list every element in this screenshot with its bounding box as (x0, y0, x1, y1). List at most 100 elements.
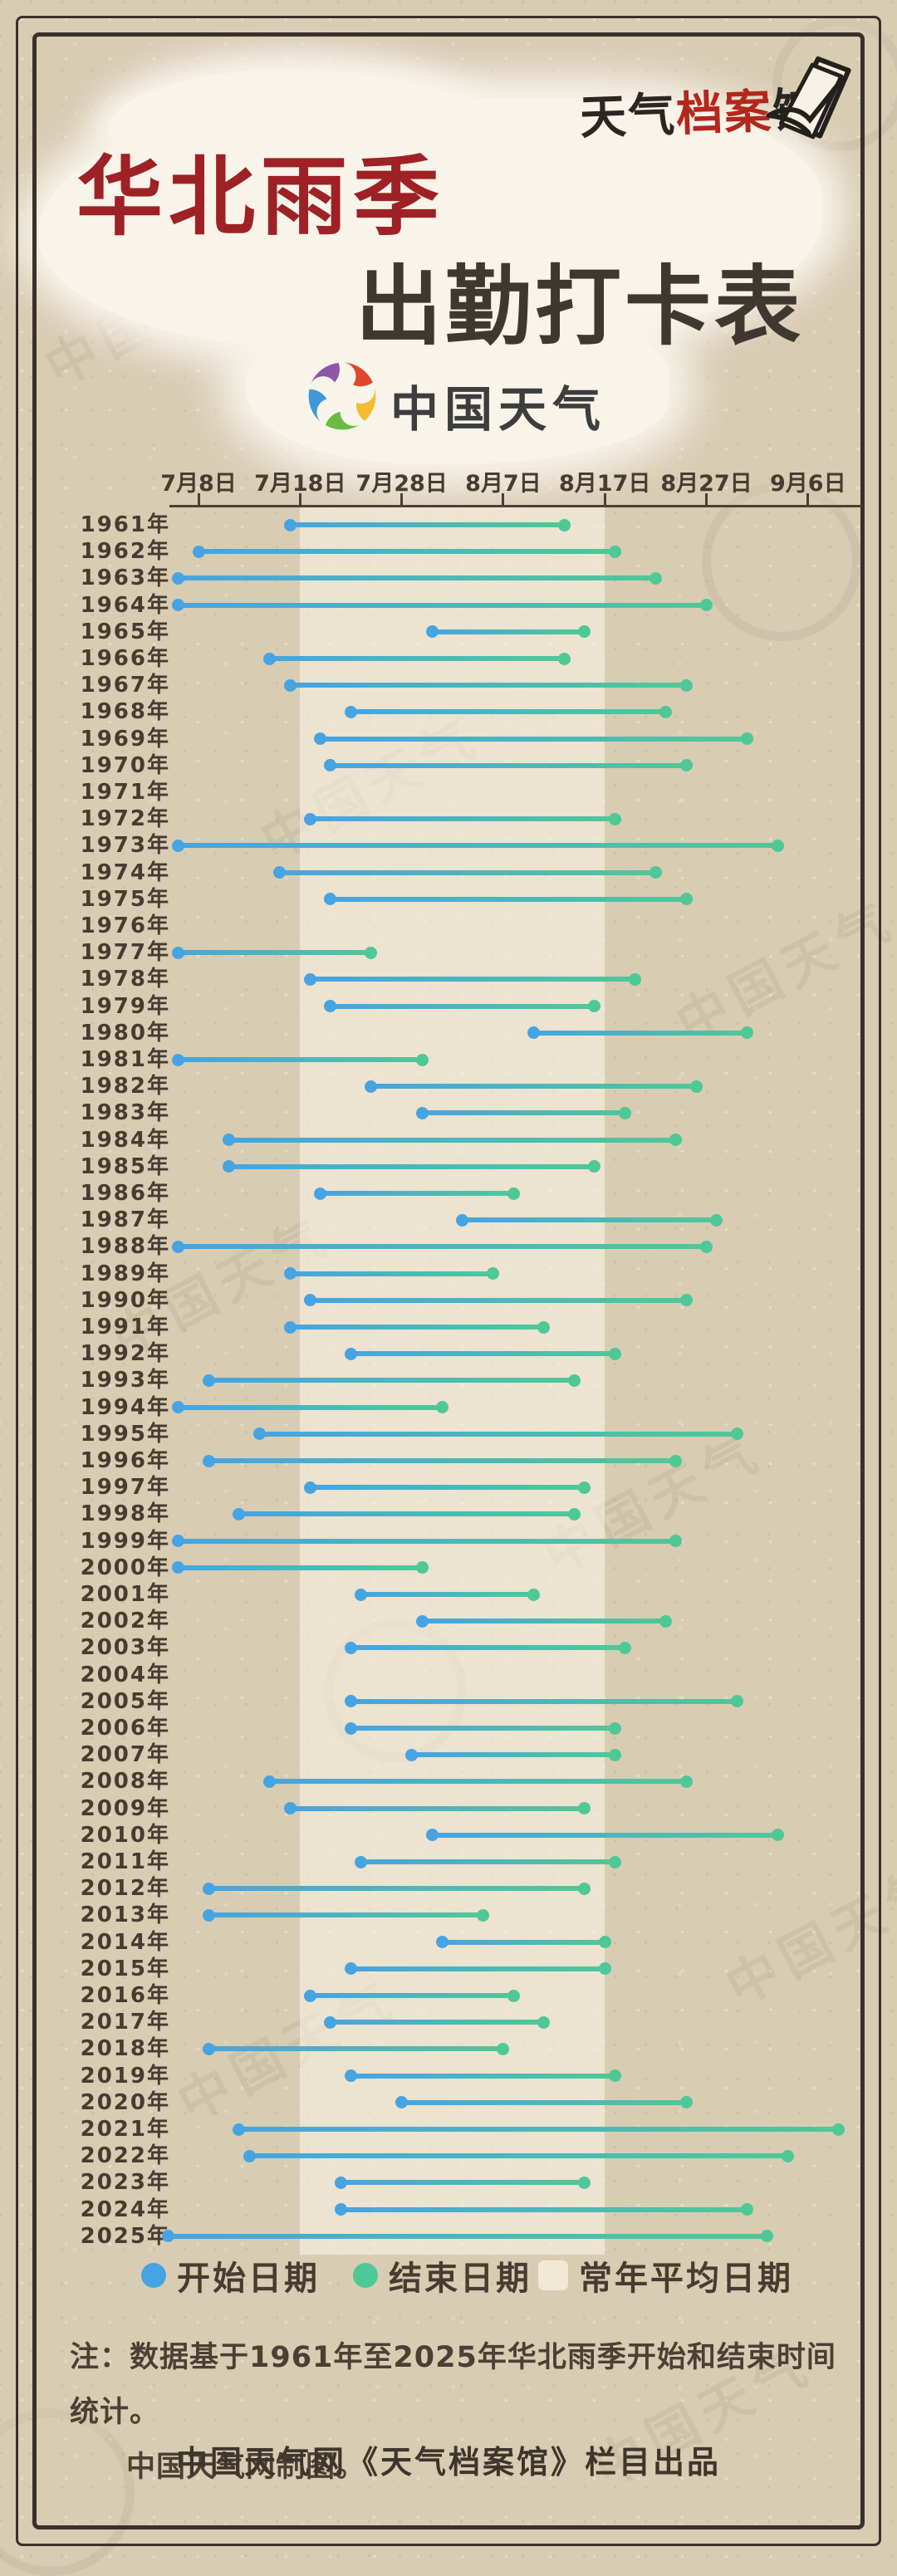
season-bar (432, 629, 585, 634)
end-date-dot-icon (353, 2263, 378, 2288)
end-date-dot (669, 1134, 683, 1147)
season-bar (199, 549, 615, 555)
season-bar (208, 1912, 483, 1918)
end-date-dot (527, 1588, 541, 1601)
season-bar (269, 1779, 687, 1785)
season-bar (341, 2206, 748, 2212)
year-label: 1966年 (80, 646, 170, 671)
season-bar (350, 1966, 605, 1971)
start-date-dot (436, 1936, 449, 1949)
end-date-dot (740, 1026, 753, 1040)
end-date-dot (537, 2015, 551, 2029)
season-bar (178, 950, 371, 956)
end-date-dot (578, 1802, 591, 1815)
year-label: 1974年 (80, 859, 170, 885)
year-label: 1995年 (80, 1421, 170, 1447)
page-title-line1: 华北雨季 (76, 146, 446, 247)
year-label: 1984年 (80, 1127, 170, 1153)
end-date-dot (659, 1614, 673, 1628)
start-date-dot (283, 678, 297, 692)
badge-text-prefix: 天气 (579, 88, 678, 146)
year-label: 1969年 (80, 726, 170, 752)
season-bar (238, 1511, 575, 1517)
average-band-swatch-icon (538, 2260, 568, 2290)
x-axis-line (169, 505, 862, 507)
year-label: 2013年 (80, 1903, 170, 1928)
end-date-dot (608, 1748, 621, 1761)
legend-item-end-date: 结束日期 (353, 2254, 532, 2298)
season-bar (341, 2180, 585, 2186)
year-label: 1961年 (80, 512, 170, 537)
start-date-dot (344, 2069, 357, 2083)
end-date-dot (568, 1507, 581, 1521)
end-date-dot (487, 1267, 500, 1281)
start-date-dot (223, 1160, 236, 1173)
start-date-dot (415, 1614, 429, 1628)
end-date-dot (476, 1908, 489, 1922)
season-bar (442, 1939, 605, 1945)
year-label: 1998年 (80, 1501, 170, 1527)
end-date-dot (781, 2149, 794, 2162)
season-bar (259, 1431, 738, 1437)
end-date-dot (507, 1187, 520, 1200)
axis-tick-mark (298, 493, 301, 505)
year-label: 1976年 (80, 913, 170, 938)
end-date-dot (608, 1855, 621, 1868)
season-bar (310, 1993, 514, 1998)
legend-item-start-date: 开始日期 (141, 2254, 320, 2298)
season-bar (350, 2073, 615, 2079)
season-bar (330, 2020, 544, 2025)
end-date-dot (608, 545, 621, 558)
season-bar (432, 1832, 778, 1838)
season-bar (208, 1886, 585, 1892)
end-date-dot (578, 625, 591, 639)
start-date-dot (365, 1080, 378, 1093)
season-bar (228, 1137, 676, 1143)
year-label: 1970年 (80, 752, 170, 778)
start-date-dot (395, 2096, 409, 2109)
start-date-dot (172, 1240, 185, 1253)
year-label: 1979年 (80, 993, 170, 1019)
end-date-dot (740, 2203, 753, 2216)
axis-tick-mark (705, 493, 708, 505)
end-date-dot (679, 678, 693, 692)
axis-tick-mark (400, 493, 404, 505)
chart-legend: 开始日期 结束日期 常年平均日期 (0, 2254, 897, 2298)
season-bar (533, 1030, 748, 1036)
end-date-dot (771, 839, 784, 852)
year-label: 1977年 (80, 940, 170, 966)
end-date-dot (679, 759, 693, 772)
end-date-dot (608, 2069, 621, 2083)
start-date-dot (304, 1989, 317, 2002)
season-bar (178, 1244, 707, 1250)
season-bar (310, 816, 615, 822)
year-label: 2016年 (80, 1983, 170, 2008)
start-date-dot (344, 1721, 357, 1735)
season-bar (178, 1404, 443, 1410)
season-bar (422, 1619, 666, 1624)
season-bar (178, 1565, 423, 1570)
start-date-dot (192, 545, 205, 558)
start-date-dot (252, 1428, 266, 1441)
axis-tick-label: 8月7日 (465, 471, 542, 497)
end-date-dot (679, 893, 693, 906)
season-bar (401, 2099, 687, 2105)
end-date-dot (608, 812, 621, 825)
season-bar (350, 1351, 615, 1357)
end-date-dot (436, 1401, 449, 1414)
end-date-dot (608, 1721, 621, 1735)
start-date-dot (324, 2015, 337, 2029)
season-bar (178, 602, 707, 608)
year-label: 1996年 (80, 1448, 170, 1473)
axis-tick-label: 8月27日 (660, 471, 752, 497)
axis-tick-label: 7月8日 (160, 471, 237, 497)
year-label: 1982年 (80, 1074, 170, 1099)
start-date-dot (527, 1026, 541, 1040)
start-date-dot (243, 2149, 256, 2162)
season-bar (178, 575, 656, 581)
season-bar (290, 1805, 585, 1811)
legend-label-start: 开始日期 (177, 2260, 320, 2298)
start-date-dot (344, 705, 357, 718)
